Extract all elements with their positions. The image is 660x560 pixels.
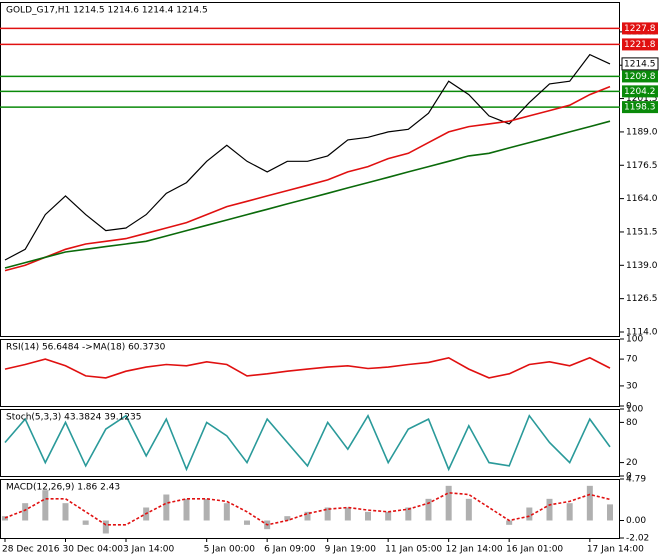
level-label: 1227.8 xyxy=(624,24,656,34)
price-label-box xyxy=(621,57,659,71)
histogram-bar xyxy=(304,511,311,521)
panel-title: Stoch(5,3,3) 43.3824 39.1235 xyxy=(6,413,141,423)
histogram-bar xyxy=(203,498,210,521)
histogram-bar xyxy=(445,485,452,521)
y-tick-label: 0 xyxy=(626,472,632,482)
level-label-box xyxy=(622,85,658,98)
y-tick-label: 4.79 xyxy=(626,475,646,485)
histogram-bar xyxy=(244,520,250,525)
panel-frame xyxy=(0,479,620,539)
panel-frame xyxy=(0,339,620,407)
series-line xyxy=(4,85,611,272)
panel-title: MACD(12,26,9) 1.86 2.43 xyxy=(6,483,120,493)
y-tick-label: 1151.5 xyxy=(626,227,658,237)
histogram-bar xyxy=(546,498,553,521)
histogram-bar xyxy=(566,503,573,521)
y-tick-label: 1114.0 xyxy=(626,327,658,337)
x-tick-label: 30 Dec 04:00 xyxy=(63,545,124,555)
level-label: 1209.8 xyxy=(624,72,656,82)
x-tick-label: 12 Jan 14:00 xyxy=(446,545,503,555)
series-line xyxy=(4,413,611,472)
histogram-bar xyxy=(385,511,392,521)
series-line xyxy=(4,491,611,526)
histogram-bar xyxy=(607,504,613,521)
panel-title: GOLD_G17,H1 1214.5 1214.6 1214.4 1214.5 xyxy=(6,6,208,16)
panel-frame xyxy=(0,409,620,477)
histogram-bar xyxy=(223,503,230,521)
histogram-bar xyxy=(506,520,513,525)
y-tick-label: 1126.5 xyxy=(626,294,658,304)
panel-frame xyxy=(0,2,620,337)
histogram-bar xyxy=(526,507,533,521)
histogram-bar xyxy=(405,507,412,521)
level-label: 1198.3 xyxy=(624,103,656,113)
x-tick-label: 11 Jan 05:00 xyxy=(385,545,442,555)
histogram-bar xyxy=(22,503,29,521)
level-label-box xyxy=(622,70,658,83)
y-tick-label: 30 xyxy=(626,381,638,391)
level-label: 1221.8 xyxy=(624,40,656,50)
x-tick-label: 9 Jan 19:00 xyxy=(325,545,377,555)
histogram-bar xyxy=(425,498,432,521)
histogram-bar xyxy=(62,503,69,521)
histogram-bar xyxy=(465,498,472,521)
x-tick-label: 28 Dec 2016 xyxy=(2,545,60,555)
level-label: 1204.2 xyxy=(624,87,656,97)
x-tick-label: 17 Jan 14:00 xyxy=(587,545,644,555)
histogram-bar xyxy=(365,511,371,521)
level-label-box xyxy=(622,101,658,114)
panel-title: RSI(14) 56.6484 ->MA(18) 60.3730 xyxy=(6,343,166,353)
level-label-box xyxy=(622,22,658,35)
y-tick-label: 100 xyxy=(626,335,643,345)
y-tick-label: 1164.0 xyxy=(626,194,658,204)
histogram-bar xyxy=(102,520,109,534)
y-tick-label: 80 xyxy=(626,418,638,428)
histogram-bar xyxy=(344,507,351,521)
x-tick-label: 6 Jan 09:00 xyxy=(264,545,316,555)
histogram-bar xyxy=(324,507,331,521)
series-line xyxy=(4,53,611,261)
series-line xyxy=(4,120,611,269)
y-tick-label: 1176.5 xyxy=(626,161,658,171)
series-line xyxy=(4,356,611,379)
level-label-box xyxy=(622,38,658,51)
histogram-bar xyxy=(183,498,190,521)
y-tick-label: 0 xyxy=(626,402,632,412)
y-tick-label: 1139.0 xyxy=(626,261,658,271)
histogram-bar xyxy=(2,516,8,521)
price-label: 1214.5 xyxy=(624,59,656,69)
x-tick-label: 5 Jan 00:00 xyxy=(204,545,256,555)
y-tick-label: 1189.0 xyxy=(626,127,658,137)
histogram-bar xyxy=(42,490,49,521)
y-tick-label: 20 xyxy=(626,458,638,468)
x-tick-label: 3 Jan 14:00 xyxy=(123,545,175,555)
y-tick-label: 0.00 xyxy=(626,516,646,526)
y-tick-label: 1201.5 xyxy=(626,94,658,104)
y-tick-label: -2.02 xyxy=(626,534,649,544)
histogram-bar xyxy=(284,516,291,521)
histogram-bar xyxy=(586,485,593,521)
histogram-bar xyxy=(82,520,89,525)
y-tick-label: 70 xyxy=(626,355,638,365)
histogram-bar xyxy=(163,494,170,521)
x-tick-label: 16 Jan 01:00 xyxy=(506,545,563,555)
y-tick-label: 100 xyxy=(626,405,643,415)
